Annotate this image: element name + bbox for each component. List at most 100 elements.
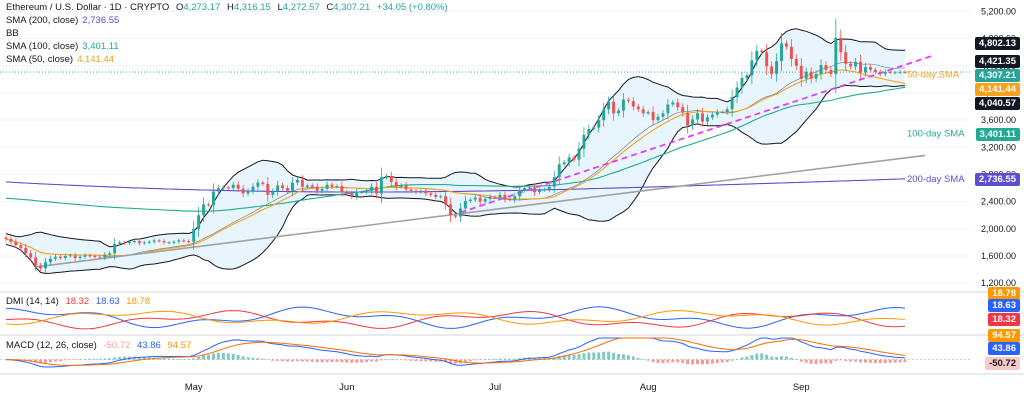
macd-signal-line (6, 337, 906, 366)
candle-body (19, 245, 23, 248)
macd-histogram-bar (216, 352, 220, 360)
candle-body (760, 50, 764, 53)
candle-body (118, 242, 122, 244)
macd-histogram-bar (399, 359, 403, 361)
header-legend: Ethereum / U.S. Dollar · 1D · CRYPTO O4,… (6, 2, 452, 14)
dmi-value-2: 18.63 (95, 296, 120, 307)
bb-fill (6, 28, 905, 274)
candle-body (207, 204, 210, 206)
bb-upper-line (5, 28, 905, 248)
badge-histogram: -50.72 (985, 357, 1020, 370)
macd-histogram-bar (518, 358, 522, 360)
macd-histogram-bar (53, 359, 57, 362)
candle-body (197, 215, 201, 229)
candle-body (686, 112, 690, 126)
macd-histogram-bar (103, 358, 107, 360)
macd-histogram-bar (617, 353, 620, 360)
candle-body (597, 120, 601, 128)
candle-body (365, 190, 369, 193)
macd-histogram-bar (775, 357, 779, 360)
macd-histogram-bar (503, 358, 507, 360)
candle-body (483, 198, 487, 202)
sma100-annotation: 100-day SMA (907, 129, 965, 140)
macd-histogram-bar (849, 359, 853, 362)
candle-body (854, 61, 858, 67)
candle-body (310, 185, 314, 187)
macd-histogram-bar (261, 358, 265, 360)
candle-body (389, 175, 393, 182)
macd-histogram-bar (854, 359, 858, 362)
candle-body (463, 200, 467, 209)
macd-histogram-bar (197, 356, 201, 360)
macd-histogram-bar (478, 359, 482, 361)
candle-body (14, 241, 18, 246)
macd-histogram-bar (162, 358, 166, 360)
candle-body (715, 111, 719, 115)
macd-histogram-bar (142, 357, 146, 360)
candle-body (720, 111, 724, 113)
badge-bb-lower: 4,040.57 (975, 97, 1020, 110)
macd-histogram-bar (725, 359, 729, 362)
macd-histogram-bar (903, 359, 907, 363)
macd-histogram-bar (340, 359, 344, 363)
badge-dmi-plus: 18.63 (988, 299, 1020, 312)
candle-body (286, 188, 290, 191)
candle-body (819, 65, 823, 74)
candle-body (873, 69, 877, 72)
candle-body (473, 197, 477, 200)
low-value: 4,272.57 (282, 2, 320, 13)
macd-histogram-bar (226, 353, 230, 360)
candle-body (182, 240, 186, 242)
macd-histogram-bar (686, 359, 690, 365)
macd-histogram-bar (370, 359, 374, 362)
candle-body (29, 253, 33, 258)
legend-sma100: SMA (100, close) 3,401.11 (6, 41, 123, 53)
dmi-value-1: 18.32 (65, 296, 90, 307)
candle-body (542, 189, 546, 191)
macd-histogram-bar (572, 354, 576, 360)
candle-body (710, 114, 714, 118)
candle-body (582, 135, 586, 149)
x-tick-label: May (185, 382, 203, 393)
macd-histogram-bar (137, 356, 141, 360)
macd-histogram-bar (48, 359, 52, 363)
candle-body (740, 77, 744, 88)
candle-body (725, 109, 729, 112)
macd-histogram-bar (651, 359, 655, 363)
macd-histogram-bar (770, 356, 774, 360)
macd-histogram-bar (537, 357, 541, 360)
macd-histogram-bar (829, 359, 833, 364)
candle-body (770, 66, 774, 74)
candle-body (261, 182, 265, 184)
macd-histogram-bar (167, 358, 171, 360)
candle-body (666, 104, 670, 114)
candle-body (256, 182, 260, 187)
macd-histogram-bar (893, 359, 897, 363)
candle-body (898, 71, 902, 73)
candle-body (478, 197, 482, 202)
macd-histogram-bar (345, 359, 349, 363)
macd-histogram-bar (621, 354, 625, 360)
candle-body (533, 187, 537, 193)
macd-histogram-bar (631, 356, 635, 360)
macd-histogram-bar (310, 359, 314, 362)
macd-histogram-bar (799, 359, 803, 362)
macd-histogram-bar (221, 352, 225, 360)
candle-body (562, 162, 566, 165)
candle-body (360, 192, 364, 194)
candle-body (829, 69, 833, 74)
candle-body (523, 188, 527, 191)
macd-histogram-bar (434, 359, 438, 362)
candle-body (276, 185, 280, 192)
macd-histogram-bar (839, 359, 843, 361)
sma50-value: 4,141.44 (77, 54, 115, 65)
candle-body (780, 43, 783, 62)
candle-body (187, 241, 191, 243)
macd-histogram-bar (58, 359, 62, 361)
sma100-line (5, 86, 906, 212)
candle-body (671, 102, 675, 105)
candle-body (295, 179, 299, 183)
candle-body (577, 148, 581, 160)
candle-body (572, 157, 576, 160)
